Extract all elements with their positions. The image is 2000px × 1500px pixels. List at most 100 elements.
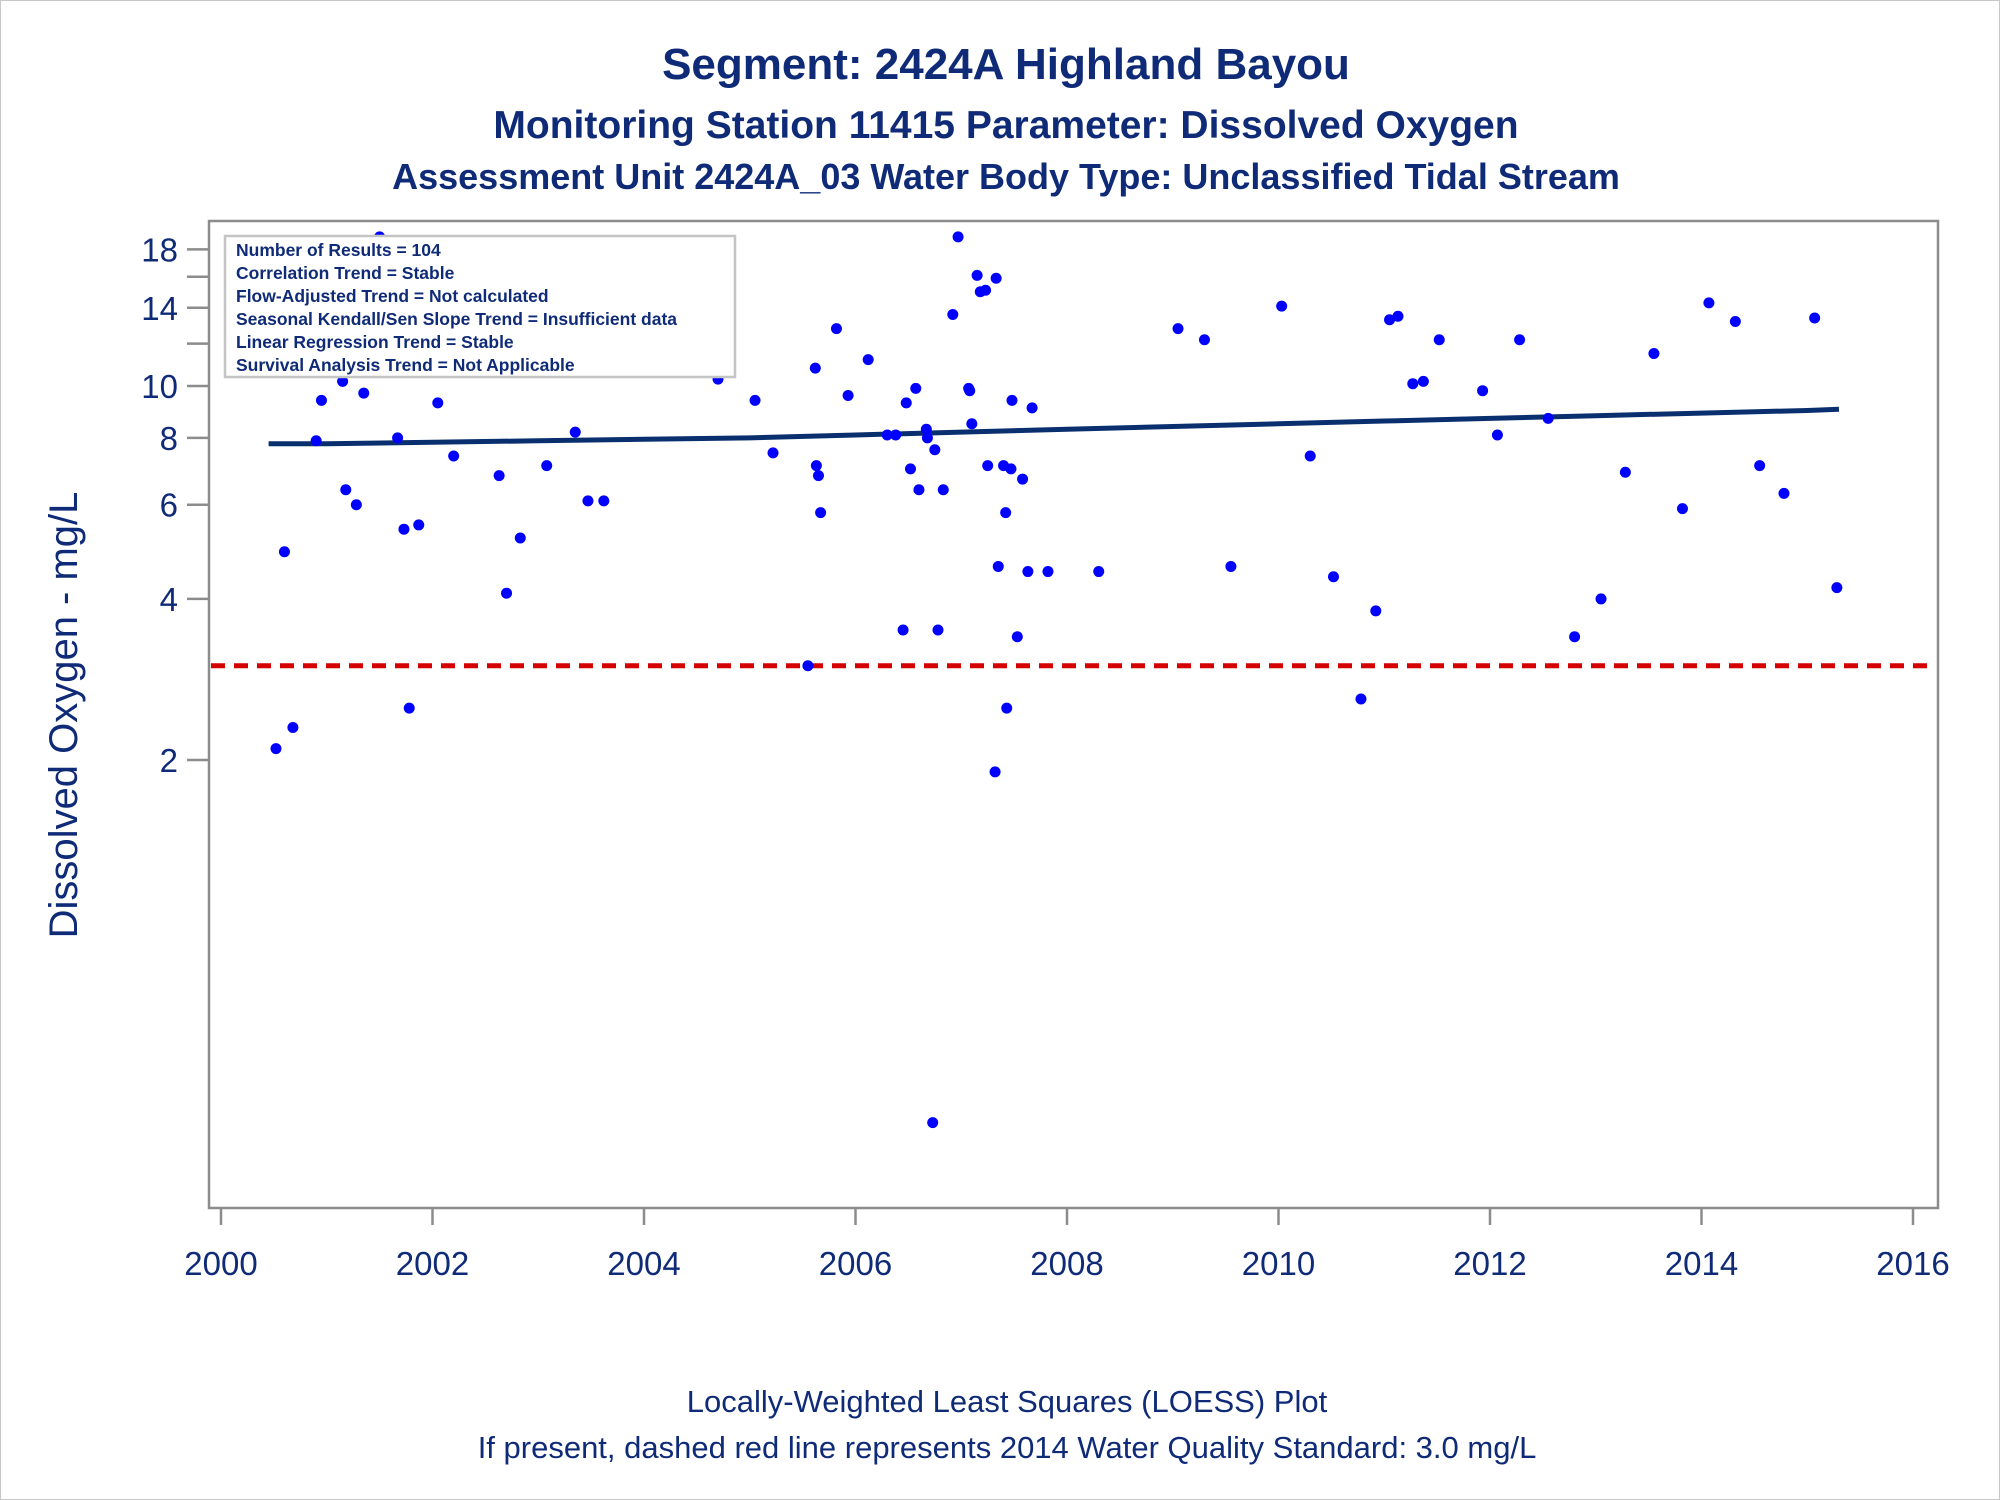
data-point <box>989 766 1001 778</box>
data-point <box>947 309 959 321</box>
y-tick-label: 18 <box>141 231 178 268</box>
data-point <box>1491 429 1503 441</box>
chart-subtitle-2: Assessment Unit 2424A_03 Water Body Type… <box>392 156 1620 197</box>
data-point <box>1042 566 1054 578</box>
data-point <box>1676 503 1688 515</box>
data-point <box>1703 297 1715 309</box>
data-point <box>1198 334 1210 346</box>
stats-line-survival: Survival Analysis Trend = Not Applicable <box>236 355 575 375</box>
data-point <box>749 394 761 406</box>
stats-line-seasonal-kendall: Seasonal Kendall/Sen Slope Trend = Insuf… <box>236 309 677 329</box>
y-axis-label: Dissolved Oxygen - mg/L <box>42 492 86 939</box>
y-tick-label: 14 <box>141 290 178 327</box>
data-point <box>1754 460 1766 472</box>
data-point <box>937 484 949 496</box>
data-point <box>1327 571 1339 583</box>
data-point <box>992 560 1004 572</box>
data-point <box>809 362 821 374</box>
data-point <box>1619 466 1631 478</box>
data-point <box>270 743 282 755</box>
data-point <box>1809 312 1821 324</box>
chart-subtitle: Monitoring Station 11415 Parameter: Diss… <box>493 104 1518 147</box>
data-point <box>921 432 933 444</box>
data-point <box>904 463 916 475</box>
data-point <box>1355 693 1367 705</box>
data-point <box>1000 507 1012 519</box>
data-point <box>890 429 902 441</box>
x-tick-label: 2004 <box>607 1245 680 1282</box>
data-point <box>278 546 290 558</box>
data-point <box>1569 631 1581 643</box>
data-point <box>1392 310 1404 322</box>
stats-line-correlation: Correlation Trend = Stable <box>236 263 455 283</box>
data-point <box>913 484 925 496</box>
plot-area <box>207 219 1940 1210</box>
data-point <box>1433 334 1445 346</box>
data-points <box>263 231 1843 1129</box>
data-point <box>1001 702 1013 714</box>
data-point <box>900 397 912 409</box>
data-point <box>569 426 581 438</box>
data-point <box>971 269 983 281</box>
footer-line-2: If present, dashed red line represents 2… <box>478 1430 1537 1465</box>
data-point <box>598 495 610 507</box>
data-point <box>350 499 362 511</box>
x-tick-label: 2000 <box>184 1245 257 1282</box>
loess-line <box>268 406 1840 447</box>
data-point <box>1017 473 1029 485</box>
data-point <box>810 460 822 472</box>
data-point <box>802 660 814 672</box>
data-point <box>1172 323 1184 335</box>
data-point <box>1542 412 1554 424</box>
x-tick-label: 2010 <box>1242 1245 1315 1282</box>
data-point <box>413 519 425 531</box>
data-point <box>964 385 976 397</box>
data-point <box>1729 315 1741 327</box>
data-point <box>1417 375 1429 387</box>
chart-title: Segment: 2424A Highland Bayou <box>662 40 1350 89</box>
data-point <box>1276 300 1288 312</box>
data-point <box>1648 348 1660 360</box>
data-point <box>812 470 824 482</box>
data-point <box>514 532 526 544</box>
data-point <box>340 484 352 496</box>
data-point <box>1477 385 1489 397</box>
data-point <box>403 702 415 714</box>
x-tick-label: 2016 <box>1876 1245 1949 1282</box>
data-point <box>862 354 874 366</box>
data-point <box>897 624 909 636</box>
data-point <box>1514 334 1526 346</box>
y-tick-label: 4 <box>160 581 178 618</box>
data-point <box>1225 560 1237 572</box>
data-point <box>929 444 941 456</box>
stats-line-flow-adjusted: Flow-Adjusted Trend = Not calculated <box>236 286 549 306</box>
data-point <box>541 460 553 472</box>
x-axis: 2000 2002 2004 2006 2008 2010 2012 2014 2016 <box>184 1208 1950 1282</box>
data-point <box>432 397 444 409</box>
stats-box: Number of Results = 104 Correlation Tren… <box>223 234 737 379</box>
loess-line-group <box>268 406 1840 447</box>
footer-line-1: Locally-Weighted Least Squares (LOESS) P… <box>687 1384 1328 1419</box>
data-point <box>881 429 893 441</box>
data-point <box>830 323 842 335</box>
data-point <box>815 507 827 519</box>
data-point <box>287 722 299 734</box>
data-point <box>767 447 779 459</box>
x-tick-label: 2002 <box>396 1245 469 1282</box>
data-point <box>1006 394 1018 406</box>
stats-line-results: Number of Results = 104 <box>236 240 441 260</box>
data-point <box>337 375 349 387</box>
data-point <box>842 389 854 401</box>
data-point <box>493 470 505 482</box>
data-point <box>310 435 322 447</box>
data-point <box>932 624 944 636</box>
data-point <box>1022 566 1034 578</box>
data-point <box>1093 566 1105 578</box>
data-point <box>398 523 410 535</box>
y-tick-label: 8 <box>160 420 178 457</box>
y-axis: 2 4 6 8 10 14 18 <box>141 231 209 779</box>
data-point <box>920 423 932 435</box>
x-tick-label: 2012 <box>1453 1245 1526 1282</box>
data-point <box>982 460 994 472</box>
